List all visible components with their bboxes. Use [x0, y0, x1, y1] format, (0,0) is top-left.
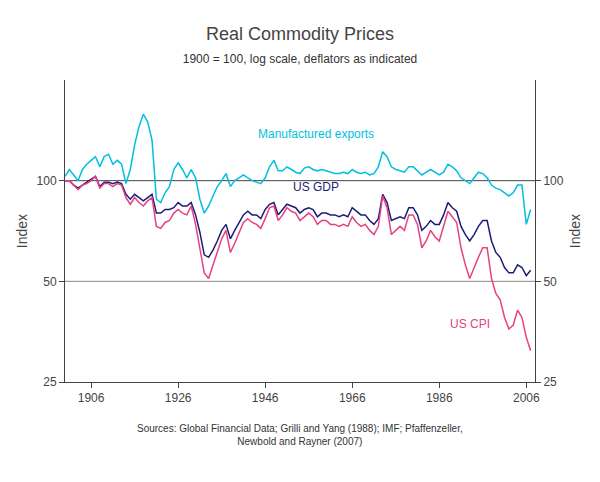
svg-text:US CPI: US CPI — [450, 317, 490, 331]
svg-text:50: 50 — [43, 275, 57, 289]
svg-text:100: 100 — [37, 174, 57, 188]
svg-text:25: 25 — [543, 375, 557, 389]
svg-text:100: 100 — [543, 174, 563, 188]
svg-text:Sources: Global Financial Data: Sources: Global Financial Data; Grilli a… — [137, 423, 463, 447]
svg-text:Manufactured exports: Manufactured exports — [258, 127, 374, 141]
svg-text:1906: 1906 — [78, 391, 105, 405]
svg-text:Index: Index — [14, 214, 30, 248]
svg-text:1926: 1926 — [165, 391, 192, 405]
svg-text:50: 50 — [543, 275, 557, 289]
svg-text:Index: Index — [567, 214, 583, 248]
svg-text:25: 25 — [43, 375, 57, 389]
svg-text:1986: 1986 — [426, 391, 453, 405]
svg-text:1966: 1966 — [339, 391, 366, 405]
svg-text:1900 = 100, log scale, deflato: 1900 = 100, log scale, deflators as indi… — [183, 52, 418, 66]
svg-text:2006: 2006 — [513, 391, 540, 405]
svg-text:Real Commodity Prices: Real Commodity Prices — [206, 24, 394, 44]
svg-text:1946: 1946 — [252, 391, 279, 405]
svg-text:US GDP: US GDP — [293, 180, 339, 194]
